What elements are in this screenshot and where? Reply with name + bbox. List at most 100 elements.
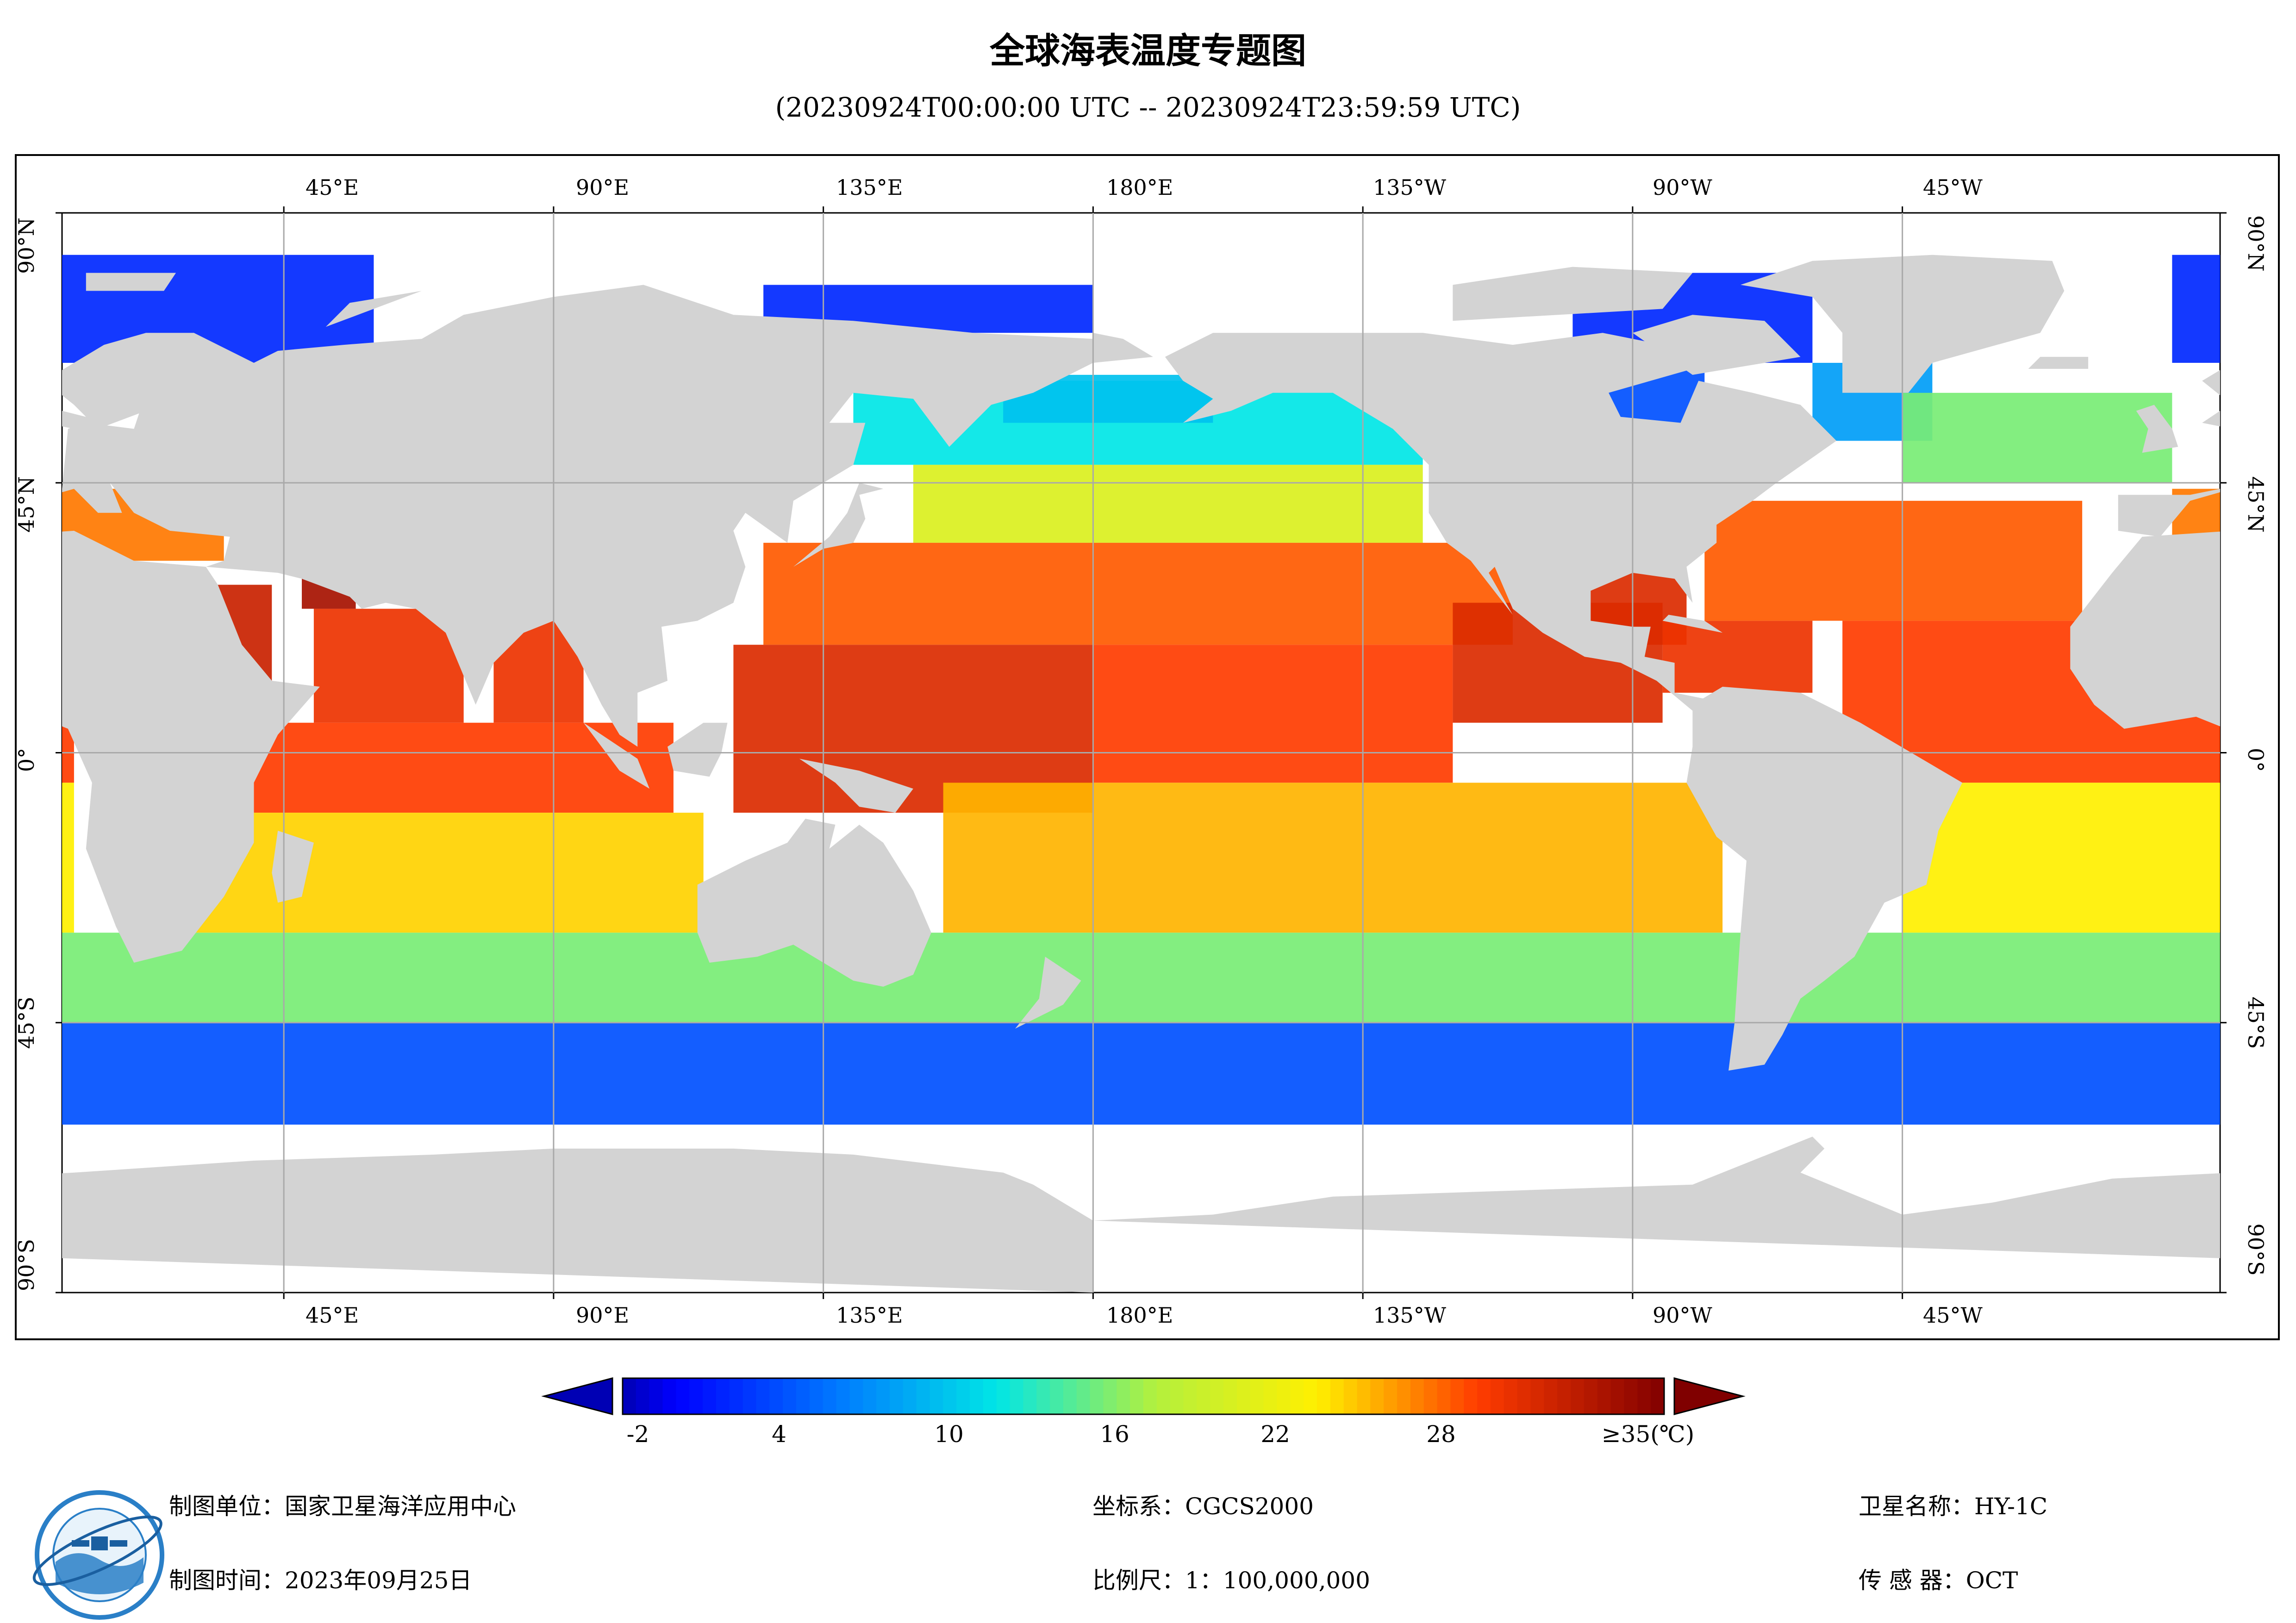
colorbar-segment-16 bbox=[836, 1378, 850, 1414]
colorbar-max-arrow bbox=[1673, 1377, 1746, 1415]
sst-region-caribbean bbox=[1662, 621, 1813, 693]
sensor-name: 传 感 器：OCT bbox=[1859, 1567, 2018, 1594]
colorbar-segment-46 bbox=[1236, 1378, 1251, 1414]
colorbar-segment-56 bbox=[1370, 1378, 1384, 1414]
lon-label-bottom-135e: 135°E bbox=[836, 1303, 903, 1328]
land-madagascar bbox=[272, 831, 314, 903]
lon-label-top-135e: 135°E bbox=[836, 175, 903, 200]
colorbar-segment-65 bbox=[1491, 1378, 1504, 1414]
sst-region-southern-mid-latitudes bbox=[62, 933, 1093, 1023]
colorbar-min-arrow bbox=[541, 1377, 613, 1415]
colorbar-segment-51 bbox=[1304, 1378, 1317, 1414]
logo-orbit bbox=[32, 1515, 162, 1586]
colorbar-segment-40 bbox=[1156, 1378, 1171, 1414]
land-uk bbox=[2136, 404, 2178, 453]
colorbar-segment-58 bbox=[1397, 1378, 1411, 1414]
land-layer bbox=[0, 255, 2296, 1293]
colorbar-segment-28 bbox=[996, 1378, 1011, 1414]
colorbar-segment-62 bbox=[1450, 1378, 1464, 1414]
colorbar-segment-6 bbox=[703, 1378, 717, 1414]
colorbar-segment-12 bbox=[783, 1378, 797, 1414]
land-north-america bbox=[1165, 333, 1837, 711]
land-antarctica-wrap-left bbox=[62, 1148, 1093, 1293]
sst-region-north-pacific-mid bbox=[913, 465, 1423, 543]
satellite-name: 卫星名称：HY-1C bbox=[1859, 1493, 2048, 1520]
colorbar-segment-21 bbox=[903, 1378, 917, 1414]
map-frame bbox=[15, 154, 2280, 1340]
colorbar-segment-37 bbox=[1117, 1378, 1130, 1414]
mapping-time: 制图时间：2023年09月25日 bbox=[169, 1567, 472, 1594]
map-title: 全球海表温度专题图 bbox=[990, 30, 1306, 71]
land-svalbard-wrap-right bbox=[2244, 273, 2296, 291]
lon-label-bottom-90e: 90°E bbox=[576, 1303, 630, 1328]
land-novaya-zemlya bbox=[325, 291, 422, 327]
colorbar-segment-77 bbox=[1651, 1378, 1665, 1414]
nsoas-logo bbox=[32, 1490, 164, 1620]
colorbar-segment-33 bbox=[1063, 1378, 1077, 1414]
colorbar-segment-24 bbox=[943, 1378, 957, 1414]
lat-label-left-45s: 45°S bbox=[14, 996, 39, 1049]
colorbar-segment-44 bbox=[1210, 1378, 1224, 1414]
land-south-america bbox=[1686, 686, 1963, 1071]
colorbar-segment-18 bbox=[863, 1378, 877, 1414]
colorbar-segment-49 bbox=[1277, 1378, 1291, 1414]
sst-region-south-atlantic-subtropic bbox=[62, 783, 74, 933]
colorbar-label-4: 4 bbox=[772, 1421, 786, 1448]
land-eurasia-far-east bbox=[1093, 333, 1153, 363]
lat-label-left-0: 0° bbox=[14, 747, 39, 772]
colorbar-segment-38 bbox=[1130, 1378, 1144, 1414]
sst-region-north-pacific-subtropic bbox=[763, 542, 1513, 645]
colorbar-segment-29 bbox=[1010, 1378, 1023, 1414]
land-japan bbox=[793, 483, 884, 567]
colorbar-segment-64 bbox=[1477, 1378, 1491, 1414]
colorbar-segment-25 bbox=[956, 1378, 970, 1414]
colorbar-segment-2 bbox=[649, 1378, 663, 1414]
land-antarctica bbox=[1093, 1137, 2220, 1258]
land-iceland bbox=[2028, 357, 2089, 369]
colorbar-label-22: 22 bbox=[1260, 1421, 1290, 1448]
lon-label-bottom-135w: 135°W bbox=[1373, 1303, 1447, 1328]
colorbar-segment-27 bbox=[983, 1378, 997, 1414]
colorbar-segment-42 bbox=[1183, 1378, 1197, 1414]
colorbar-label-neg2: -2 bbox=[626, 1421, 649, 1448]
land-uk-wrap-left bbox=[0, 405, 20, 453]
map-ticks bbox=[56, 206, 2227, 1299]
colorbar-segment-7 bbox=[716, 1378, 730, 1414]
colorbar-segment-10 bbox=[756, 1378, 770, 1414]
colorbar-label-28: 28 bbox=[1426, 1421, 1456, 1448]
lat-label-right-90s: 90°S bbox=[2243, 1223, 2268, 1276]
time-range-subtitle: (20230924T00:00:00 UTC -- 20230924T23:59… bbox=[775, 92, 1521, 123]
lon-label-bottom-45e: 45°E bbox=[306, 1303, 359, 1328]
colorbar-segment-23 bbox=[930, 1378, 943, 1414]
land-svalbard bbox=[86, 273, 176, 291]
sst-region-south-pacific-subtropic bbox=[943, 783, 1723, 933]
colorbar-segment-8 bbox=[729, 1378, 743, 1414]
sst-region-indian-ocean-equator bbox=[254, 722, 674, 813]
colorbar-segment-3 bbox=[662, 1378, 676, 1414]
colorbar-segment-71 bbox=[1571, 1378, 1585, 1414]
lon-label-bottom-45w: 45°W bbox=[1923, 1303, 1983, 1328]
colorbar-segment-5 bbox=[689, 1378, 703, 1414]
land-baffin bbox=[1632, 315, 1801, 375]
colorbar-segment-1 bbox=[636, 1378, 650, 1414]
lat-label-right-45s: 45°S bbox=[2243, 996, 2268, 1049]
colorbar-segment-31 bbox=[1036, 1378, 1050, 1414]
colorbar-segment-55 bbox=[1357, 1378, 1371, 1414]
colorbar-segment-19 bbox=[876, 1378, 890, 1414]
land-new-guinea bbox=[799, 759, 913, 813]
colorbar-label-16: 16 bbox=[1100, 1421, 1129, 1448]
lat-label-left-90n: 90°N bbox=[14, 218, 39, 274]
sst-region-north-atlantic-north bbox=[1902, 392, 2172, 483]
colorbar-segment-13 bbox=[796, 1378, 810, 1414]
colorbar-segment-68 bbox=[1530, 1378, 1544, 1414]
lat-label-right-90n: 90°N bbox=[2243, 215, 2268, 272]
land-sumatra bbox=[583, 722, 650, 789]
lon-label-top-180e: 180°E bbox=[1106, 175, 1173, 200]
coordinate-system: 坐标系：CGCS2000 bbox=[1092, 1493, 1314, 1520]
colorbar-segment-75 bbox=[1624, 1378, 1638, 1414]
land-africa-wrap-left bbox=[62, 530, 320, 963]
colorbar-segment-30 bbox=[1023, 1378, 1037, 1414]
sst-region-central-pacific-equator bbox=[1093, 645, 1453, 783]
colorbar-label-10: 10 bbox=[934, 1421, 964, 1448]
colorbar-segment-43 bbox=[1197, 1378, 1210, 1414]
